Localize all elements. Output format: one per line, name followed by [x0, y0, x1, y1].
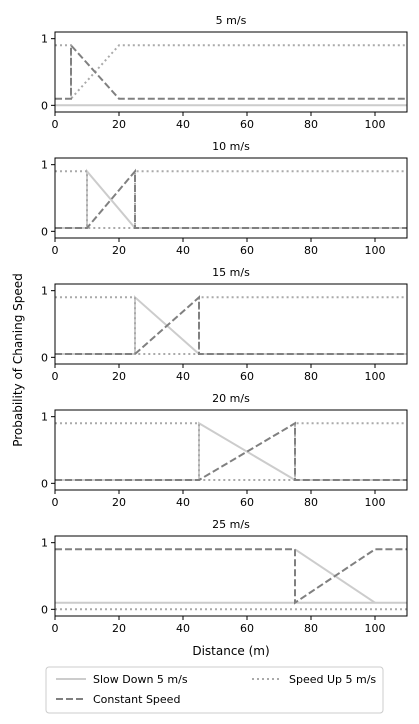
x-tick-label: 100 [365, 496, 386, 509]
y-tick-label: 1 [41, 33, 48, 46]
x-tick-label: 40 [176, 496, 190, 509]
x-tick-label: 0 [52, 118, 59, 131]
plot-frame [54, 535, 408, 617]
y-tick-label: 1 [41, 411, 48, 424]
panel-3: 15 m/s 0 20 40 60 80 100 0 1 [41, 266, 408, 383]
panel-1: 5 m/s 0 20 40 60 80 100 0 1 [41, 14, 408, 131]
x-tick-label: 20 [112, 622, 126, 635]
y-tick-label: 0 [41, 225, 48, 238]
plot-frame [54, 283, 408, 365]
x-tick-label: 100 [365, 118, 386, 131]
series-constant-speed-line [55, 421, 407, 481]
x-tick-label: 40 [176, 118, 190, 131]
x-tick-label: 40 [176, 244, 190, 257]
x-tick-label: 0 [52, 496, 59, 509]
series-speed-up-5-m-s-line [55, 422, 407, 481]
x-tick-label: 40 [176, 622, 190, 635]
x-tick-label: 80 [304, 244, 318, 257]
panel-title: 5 m/s [216, 14, 247, 27]
y-tick-label: 1 [41, 285, 48, 298]
series-speed-up-5-m-s-line [55, 170, 407, 229]
panel-title: 25 m/s [212, 518, 250, 531]
y-tick-label: 0 [41, 99, 48, 112]
panel-title: 15 m/s [212, 266, 250, 279]
series-constant-speed-line [55, 168, 407, 229]
legend-label: Slow Down 5 m/s [93, 673, 188, 686]
series-constant-speed-line [55, 42, 407, 100]
x-tick-label: 20 [112, 244, 126, 257]
plot-frame [54, 157, 408, 239]
series-slow-down-5-m-s-line [55, 295, 407, 355]
plot-frame [54, 409, 408, 491]
legend-label: Speed Up 5 m/s [289, 673, 376, 686]
x-tick-label: 80 [304, 370, 318, 383]
x-tick-label: 20 [112, 370, 126, 383]
x-tick-label: 60 [240, 496, 254, 509]
x-tick-label: 20 [112, 118, 126, 131]
x-tick-label: 0 [52, 370, 59, 383]
y-axis-label: Probability of Chaning Speed [11, 273, 25, 447]
y-tick-label: 0 [41, 477, 48, 490]
panel-5: 25 m/s 0 20 40 60 80 100 0 1 [41, 518, 408, 635]
y-tick-label: 0 [41, 603, 48, 616]
panel-title: 20 m/s [212, 392, 250, 405]
x-tick-label: 80 [304, 496, 318, 509]
x-tick-label: 80 [304, 622, 318, 635]
series-slow-down-5-m-s-line [55, 168, 407, 229]
x-tick-label: 0 [52, 622, 59, 635]
x-tick-label: 60 [240, 118, 254, 131]
legend: Slow Down 5 m/s Speed Up 5 m/s Constant Sp… [45, 666, 384, 714]
panel-4: 20 m/s 0 20 40 60 80 100 0 1 [41, 392, 408, 509]
x-axis-label: Distance (m) [192, 644, 269, 658]
x-tick-label: 100 [365, 370, 386, 383]
series-constant-speed-line [55, 295, 407, 355]
x-tick-label: 0 [52, 244, 59, 257]
y-tick-label: 1 [41, 159, 48, 172]
plot-frame [54, 31, 408, 113]
x-tick-label: 20 [112, 496, 126, 509]
y-tick-label: 0 [41, 351, 48, 364]
x-tick-label: 80 [304, 118, 318, 131]
y-tick-label: 1 [41, 537, 48, 550]
panel-title: 10 m/s [212, 140, 250, 153]
x-tick-label: 60 [240, 244, 254, 257]
series-speed-up-5-m-s-line [55, 44, 407, 102]
series-speed-up-5-m-s-line [55, 296, 407, 355]
series-slow-down-5-m-s-line [55, 421, 407, 481]
legend-label: Constant Speed [93, 693, 180, 706]
x-tick-label: 100 [365, 622, 386, 635]
panel-2: 10 m/s 0 20 40 60 80 100 0 1 [41, 140, 408, 257]
legend-frame [45, 666, 384, 714]
x-tick-label: 60 [240, 370, 254, 383]
series-constant-speed-line [55, 548, 407, 605]
x-tick-label: 40 [176, 370, 190, 383]
x-tick-label: 100 [365, 244, 386, 257]
x-tick-label: 60 [240, 622, 254, 635]
